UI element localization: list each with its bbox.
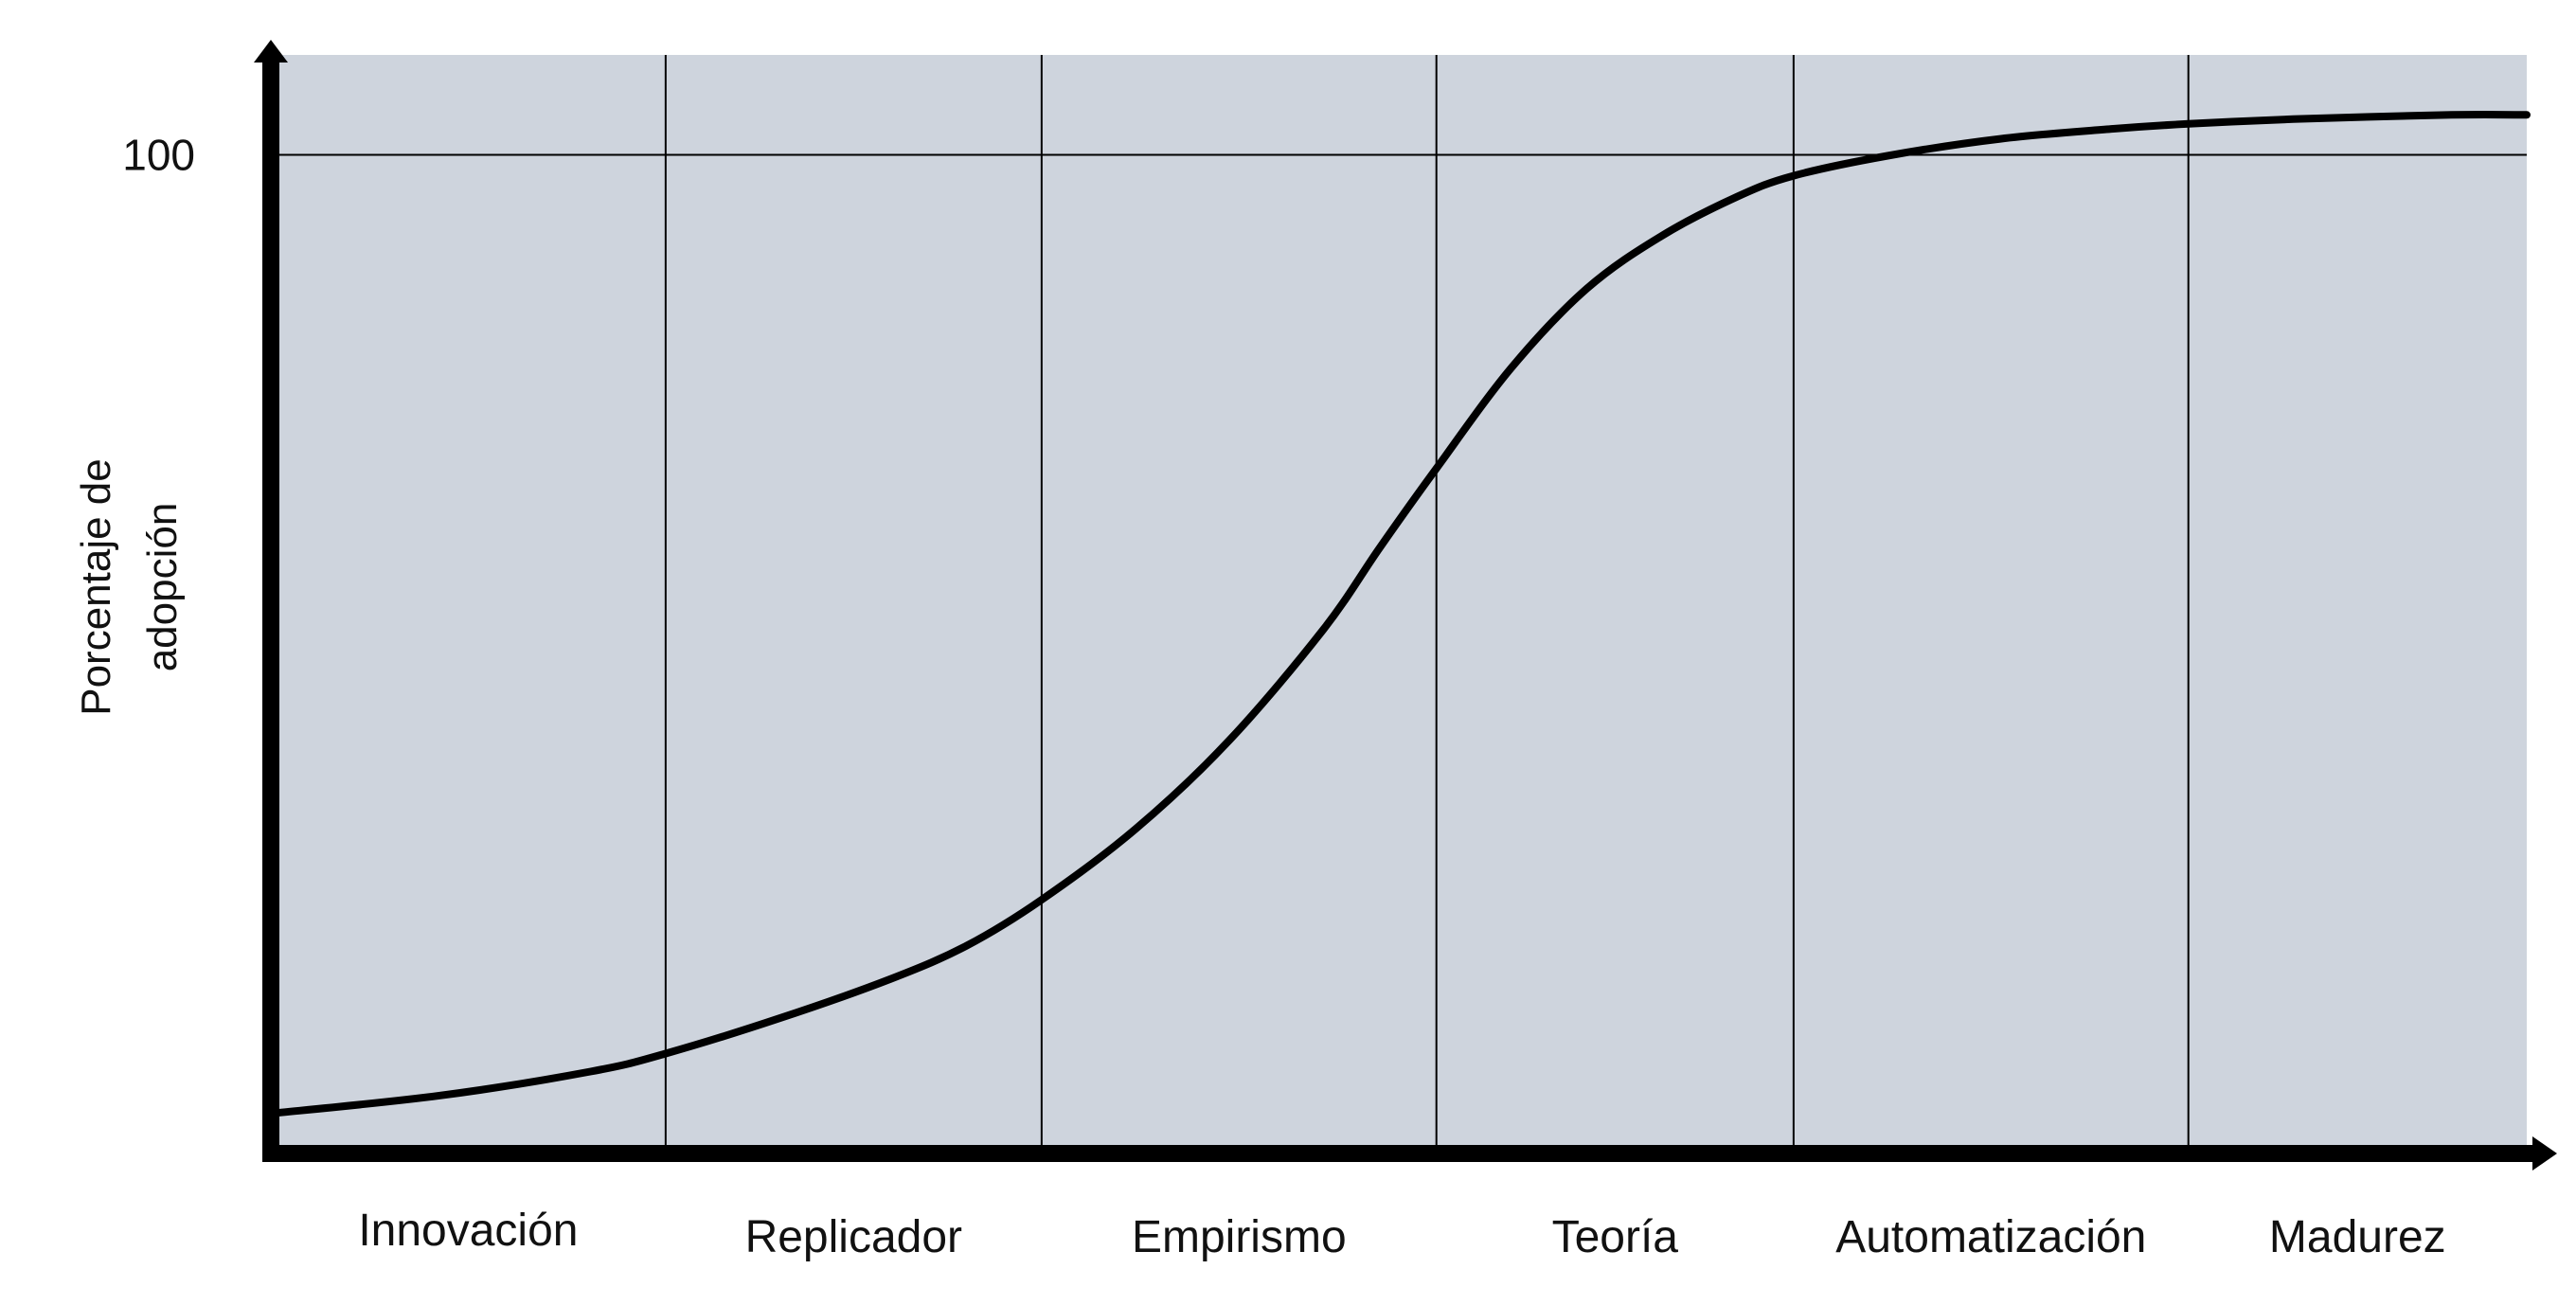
x-axis-arrowhead bbox=[2532, 1136, 2557, 1171]
x-category-label-3: Empirismo bbox=[1132, 1212, 1347, 1262]
axes bbox=[254, 40, 2557, 1171]
adoption-curve-line bbox=[267, 110, 2531, 1117]
x-category-label-2: Replicador bbox=[745, 1212, 962, 1262]
x-category-label-1: Innovación bbox=[358, 1206, 578, 1256]
x-category-label-4: Teoría bbox=[1552, 1212, 1679, 1262]
y-axis-label-line-1: Porcentaje de bbox=[73, 458, 119, 716]
y-axis-label-line-2: adopción bbox=[139, 503, 186, 672]
x-category-labels: Innovación Replicador Empirismo Teoría Autom… bbox=[358, 1206, 2445, 1262]
x-category-label-5: Automatización bbox=[1835, 1212, 2146, 1262]
y-axis-arrowhead bbox=[254, 40, 288, 63]
plot-area-background bbox=[271, 55, 2527, 1153]
y-tick-label-100: 100 bbox=[122, 130, 195, 179]
gridlines bbox=[271, 55, 2527, 1153]
x-category-label-6: Madurez bbox=[2269, 1212, 2446, 1262]
